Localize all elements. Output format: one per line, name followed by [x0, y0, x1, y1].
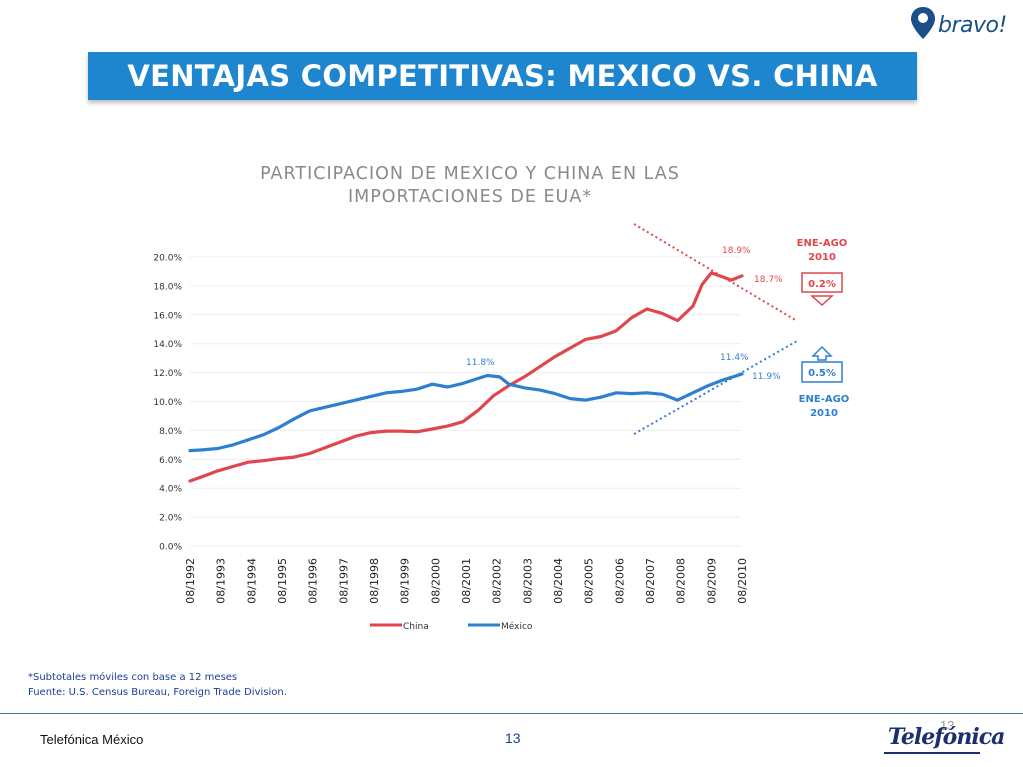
x-tick-label: 08/2005	[583, 558, 596, 604]
x-tick-label: 08/1996	[307, 558, 320, 604]
china-period-line-2: 2010	[808, 252, 836, 263]
x-tick-label: 08/1994	[245, 558, 258, 604]
x-tick-label: 08/2000	[429, 558, 442, 604]
x-tick-label: 08/1993	[215, 558, 228, 604]
mexico-change-value: 0.5%	[808, 368, 836, 379]
china-last-label: 18.7%	[754, 275, 783, 285]
mexico-period-line-2: 2010	[810, 408, 838, 419]
chart-title-line-2: IMPORTACIONES DE EUA*	[347, 187, 593, 207]
y-tick-label: 16.0%	[153, 311, 182, 321]
x-tick-label: 08/1992	[184, 558, 197, 604]
mexico-callout: 0.5% ENE-AGO 2010	[799, 345, 850, 419]
source-note: Fuente: U.S. Census Bureau, Foreign Trad…	[28, 687, 287, 698]
legend-china-label: China	[403, 622, 429, 632]
telefonica-logo-underline	[884, 752, 980, 754]
x-tick-label: 08/2002	[491, 558, 504, 604]
arrow-up-icon	[811, 345, 833, 361]
china-change-value: 0.2%	[808, 279, 836, 290]
y-tick-label: 20.0%	[153, 254, 182, 264]
china-period-line-1: ENE-AGO	[797, 238, 848, 249]
y-tick-label: 18.0%	[153, 282, 182, 292]
chart-title: PARTICIPACION DE MEXICO Y CHINA EN LAS I…	[190, 163, 750, 209]
mexico-series-line	[188, 372, 744, 453]
x-axis-ticks: 08/1992 08/1993 08/1994 08/1995 08/1996 08/19…	[184, 558, 749, 604]
x-tick-label: 08/2007	[644, 558, 657, 604]
y-tick-label: 8.0%	[159, 427, 182, 437]
x-tick-label: 08/2006	[613, 558, 626, 604]
y-tick-label: 2.0%	[159, 514, 182, 524]
mexico-peak-label: 11.4%	[720, 353, 749, 363]
chart-grid	[190, 256, 742, 547]
x-tick-label: 08/2004	[552, 558, 565, 604]
china-trend-line	[633, 223, 798, 322]
china-peak-label: 18.9%	[722, 246, 751, 256]
y-tick-label: 14.0%	[153, 340, 182, 350]
x-tick-label: 08/2010	[736, 558, 749, 604]
page-number: 13	[505, 730, 521, 746]
bravo-logo: bravo!	[910, 4, 1015, 44]
x-tick-label: 08/1995	[276, 558, 289, 604]
chart-legend: China México	[370, 621, 533, 632]
data-labels: 18.9% 18.7% 11.8% 11.4% 11.9%	[466, 246, 783, 382]
y-tick-label: 0.0%	[159, 543, 182, 553]
legend-mexico-label: México	[501, 621, 533, 632]
trend-lines	[633, 223, 798, 435]
y-tick-label: 6.0%	[159, 456, 182, 466]
y-tick-label: 12.0%	[153, 369, 182, 379]
y-tick-label: 4.0%	[159, 485, 182, 495]
footer-company: Telefónica México	[40, 732, 144, 747]
mexico-trend-line	[633, 340, 798, 435]
telefonica-logo: Telefónica	[888, 724, 1005, 750]
mexico-last-label: 11.9%	[752, 372, 781, 382]
china-callout: ENE-AGO 2010 0.2%	[797, 238, 848, 307]
x-tick-label: 08/2003	[521, 558, 534, 604]
x-tick-label: 08/2009	[705, 558, 718, 604]
x-tick-label: 08/1998	[368, 558, 381, 604]
mexico-2002-label: 11.8%	[466, 358, 495, 368]
footer-logo-number: 13	[940, 718, 955, 733]
page-title: VENTAJAS COMPETITIVAS: MEXICO VS. CHINA	[127, 59, 878, 93]
x-tick-label: 08/2008	[675, 558, 688, 604]
x-tick-label: 08/2001	[460, 558, 473, 604]
y-axis-ticks: 20.0% 18.0% 16.0% 14.0% 12.0% 10.0% 8.0% 6.0% 4.…	[153, 254, 182, 553]
title-banner: VENTAJAS COMPETITIVAS: MEXICO VS. CHINA	[88, 52, 917, 100]
footnote: *Subtotales móviles con base a 12 meses	[28, 672, 238, 683]
china-series-line	[188, 271, 744, 483]
footer-divider	[0, 713, 1023, 714]
x-tick-label: 08/1997	[337, 558, 350, 604]
y-tick-label: 10.0%	[153, 398, 182, 408]
chart-title-line-1: PARTICIPACION DE MEXICO Y CHINA EN LAS	[260, 164, 680, 184]
x-tick-label: 08/1999	[399, 558, 412, 604]
mexico-period-line-1: ENE-AGO	[799, 394, 850, 405]
arrow-down-icon	[810, 295, 834, 307]
pin-icon	[911, 7, 935, 39]
bravo-logo-text: bravo!	[938, 13, 1007, 38]
